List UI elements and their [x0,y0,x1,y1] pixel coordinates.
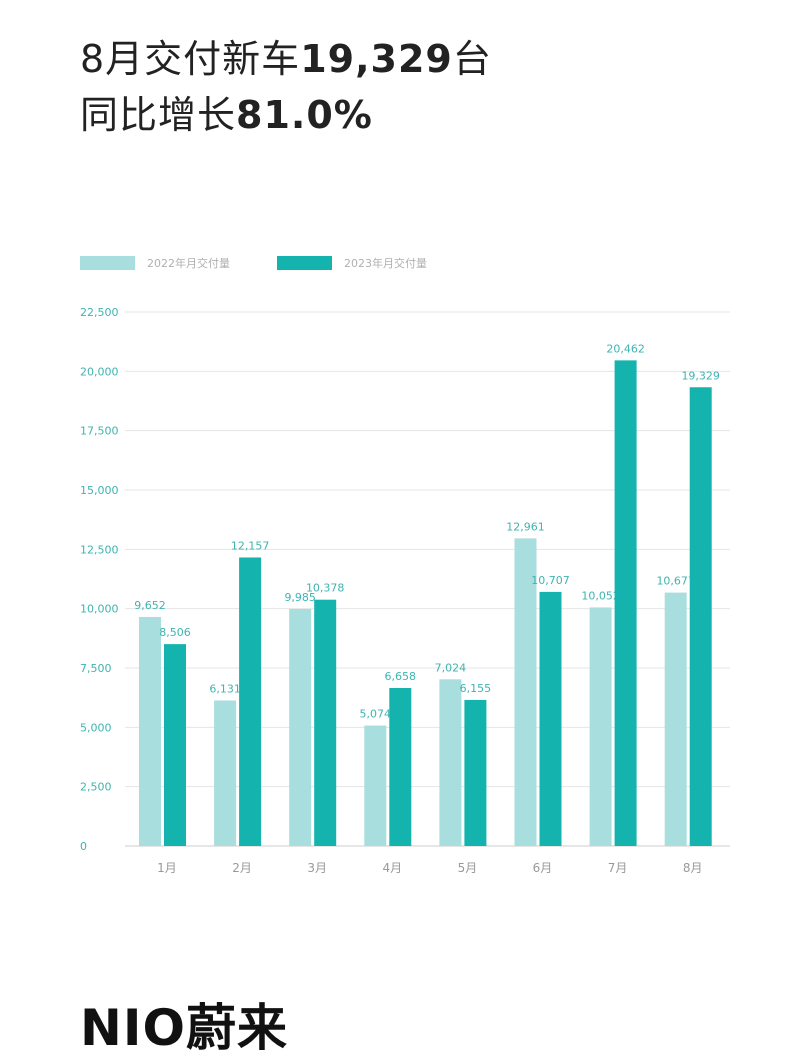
y-tick-label: 2,500 [80,781,112,794]
x-tick-label: 6月 [533,861,553,875]
bar-2023 [164,644,186,846]
data-label: 9,652 [134,599,166,612]
headline-unit: 台 [452,37,492,81]
bar-2023 [314,599,337,846]
data-label: 9,985 [284,591,316,604]
headline-text: 8月交付新车 [80,37,301,81]
bar-2022 [364,725,387,846]
data-label: 6,131 [209,682,241,695]
data-label: 19,329 [681,369,720,382]
bar-2023 [389,687,412,846]
data-label: 6,155 [460,682,492,695]
y-tick-label: 10,000 [80,603,119,616]
x-tick-label: 3月 [307,861,327,875]
bar-2022 [289,609,312,846]
data-label: 10,677 [656,575,695,588]
headline-deliveries: 8月交付新车19,329台 [80,36,492,82]
data-label: 10,378 [306,582,345,595]
headline-value: 81.0% [236,93,373,137]
data-label: 10,052 [581,589,620,602]
y-tick-label: 0 [80,840,87,853]
y-tick-label: 15,000 [80,484,119,497]
data-label: 6,658 [385,670,417,683]
legend-swatch [80,256,135,270]
legend-item-2022: 2022年月交付量 [80,255,230,271]
bar-2023 [539,591,562,846]
bar-2023 [689,387,712,846]
x-tick-label: 7月 [608,861,628,875]
headline-growth: 同比增长81.0% [80,92,373,138]
bar-2022 [214,700,237,846]
legend-item-2023: 2023年月交付量 [277,255,427,271]
data-label: 8,506 [159,626,191,639]
legend-label: 2023年月交付量 [344,257,427,270]
bar-2022 [664,592,687,846]
bar-2022 [589,607,612,846]
x-tick-label: 4月 [382,861,402,875]
y-tick-label: 12,500 [80,543,119,556]
x-tick-label: 5月 [458,861,478,875]
x-tick-label: 2月 [232,861,252,875]
headline-text: 同比增长 [80,93,237,137]
data-label: 12,961 [506,520,545,533]
y-tick-label: 20,000 [80,365,119,378]
legend-swatch [277,256,332,270]
x-tick-label: 1月 [157,861,177,875]
y-tick-label: 5,000 [80,721,112,734]
bar-chart: 0 2,500 5,000 7,500 10,000 12,500 15,000 17,500… [80,306,730,875]
nio-logo: NIO蔚来 [80,999,288,1055]
bar-2022 [139,616,161,846]
bar-2023 [239,557,262,846]
bar-2023 [614,360,637,846]
y-tick-label: 22,500 [80,306,119,319]
x-tick-label: 8月 [683,861,703,875]
data-label: 10,707 [531,574,570,587]
y-tick-label: 17,500 [80,425,119,438]
bar-2023 [464,699,487,846]
data-label: 12,157 [231,539,270,552]
data-label: 5,074 [360,708,392,721]
bar-2022 [439,679,462,846]
bar-2022 [514,538,537,846]
data-label: 7,024 [435,661,467,674]
y-tick-label: 7,500 [80,662,112,675]
legend-label: 2022年月交付量 [147,257,230,270]
headline-value: 19,329 [300,37,453,81]
data-label: 20,462 [606,342,645,355]
